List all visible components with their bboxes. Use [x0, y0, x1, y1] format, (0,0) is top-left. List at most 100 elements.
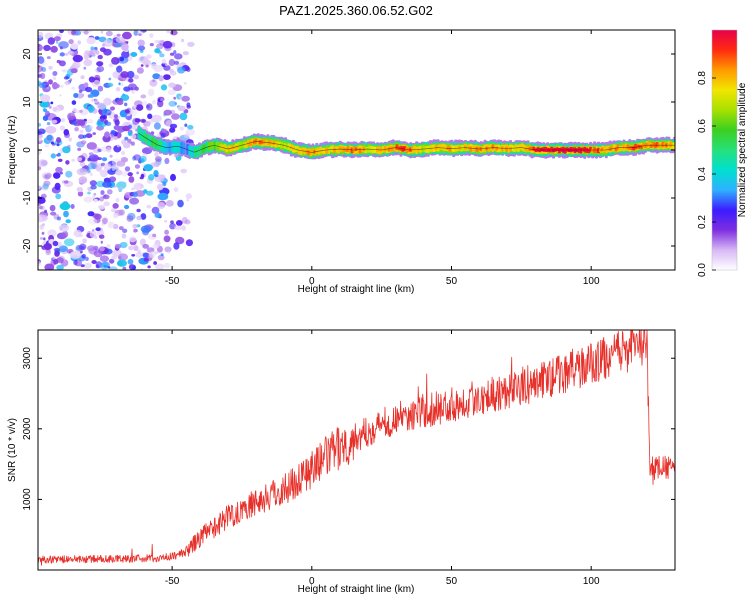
noise-speckle	[71, 62, 80, 70]
noise-speckle	[83, 59, 93, 67]
noise-speckle	[109, 154, 113, 158]
noise-speckle	[120, 94, 130, 101]
ridge-band-segment	[325, 147, 329, 154]
noise-speckle	[168, 100, 177, 107]
noise-speckle	[42, 115, 49, 121]
noise-speckle	[175, 220, 183, 226]
noise-speckle	[119, 82, 124, 87]
noise-speckle	[112, 212, 119, 219]
ridge-band-segment	[358, 147, 362, 154]
ridge-band-segment	[227, 146, 231, 151]
colorbar-frame	[711, 29, 738, 271]
noise-speckle	[154, 174, 159, 178]
noise-speckle	[86, 168, 91, 173]
noise-speckle	[124, 136, 129, 141]
noise-speckle	[38, 138, 42, 142]
noise-speckle	[138, 56, 149, 64]
noise-speckle	[107, 82, 114, 87]
noise-speckle	[90, 46, 95, 51]
noise-speckle	[58, 41, 69, 49]
noise-speckle	[111, 166, 116, 172]
noise-speckle	[153, 122, 161, 130]
noise-speckle	[40, 72, 46, 80]
noise-speckle	[132, 191, 138, 198]
noise-speckle	[89, 230, 97, 239]
noise-speckle	[130, 141, 135, 146]
noise-speckle	[134, 184, 141, 191]
noise-speckle	[152, 243, 160, 249]
noise-speckle	[114, 169, 123, 176]
noise-speckle	[97, 148, 102, 152]
noise-speckle	[129, 236, 137, 243]
noise-speckle	[181, 225, 187, 231]
noise-speckle	[184, 219, 191, 225]
noise-speckle	[120, 71, 129, 79]
ridge-band-segment	[158, 141, 162, 149]
noise-speckle	[95, 264, 100, 269]
noise-speckle	[100, 30, 104, 34]
noise-speckle	[180, 126, 184, 131]
noise-speckle	[63, 129, 70, 136]
ridge-band-segment	[268, 139, 272, 145]
ridge-band-segment	[145, 133, 149, 142]
noise-speckle	[184, 123, 188, 127]
ridge-band-segment	[481, 146, 485, 152]
noise-speckle	[177, 105, 186, 112]
noise-speckle	[38, 185, 41, 190]
noise-speckle	[74, 109, 81, 114]
colorbar-label: Normalized spectral amplitude	[737, 82, 748, 217]
noise-speckle	[97, 85, 104, 92]
snr-x-tick-label: 50	[446, 576, 458, 587]
spectral-ridge	[137, 125, 675, 160]
noise-speckle	[84, 54, 89, 60]
noise-speckle	[50, 211, 57, 216]
noise-speckle	[79, 109, 83, 113]
spectrogram-y-tick-label: 0	[22, 147, 33, 153]
noise-speckle	[57, 152, 61, 157]
noise-speckle	[91, 98, 95, 102]
noise-speckle	[60, 84, 64, 88]
noise-speckle	[143, 257, 149, 262]
noise-speckle	[110, 135, 114, 138]
noise-speckle	[162, 40, 173, 49]
noise-speckle	[50, 101, 54, 105]
ridge-band-segment	[354, 147, 358, 151]
noise-speckle	[93, 250, 103, 258]
noise-speckle	[163, 109, 172, 116]
noise-speckle	[103, 201, 110, 207]
noise-speckle	[67, 144, 71, 149]
noise-speckle	[177, 199, 184, 208]
noise-speckle	[167, 89, 176, 96]
noise-speckle	[118, 115, 121, 119]
noise-speckle	[44, 209, 48, 213]
noise-speckle	[137, 30, 144, 37]
noise-speckle	[38, 44, 43, 52]
noise-speckle	[145, 121, 151, 127]
noise-speckle	[180, 168, 187, 174]
noise-speckle	[70, 68, 78, 74]
noise-speckle	[181, 95, 190, 102]
noise-speckle	[38, 56, 45, 64]
noise-speckle	[56, 137, 62, 143]
noise-speckle	[63, 238, 75, 247]
noise-speckle	[80, 250, 83, 254]
spectrogram-panel: -50 0 50 100 -20 -10 0 10 20 Height of straight…	[7, 29, 676, 295]
ridge-band-segment	[669, 141, 673, 148]
noise-speckle	[157, 183, 164, 191]
noise-speckle	[95, 50, 100, 55]
noise-speckle	[44, 144, 50, 148]
noise-speckle	[52, 71, 58, 76]
noise-speckle	[39, 205, 43, 210]
noise-speckle	[187, 125, 194, 130]
noise-speckle	[58, 245, 68, 252]
noise-speckle	[179, 112, 188, 121]
noise-speckle	[118, 65, 122, 69]
noise-speckle	[108, 63, 114, 68]
noise-speckle	[163, 74, 171, 80]
noise-speckle	[102, 194, 110, 200]
noise-speckle	[187, 41, 195, 47]
ridge-band-segment	[505, 146, 509, 152]
noise-speckle	[132, 224, 138, 229]
noise-speckle	[39, 237, 44, 240]
noise-speckle	[175, 236, 185, 245]
